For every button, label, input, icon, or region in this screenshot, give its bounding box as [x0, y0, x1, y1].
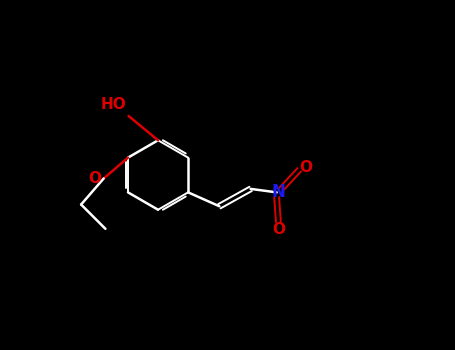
Text: O: O [299, 160, 312, 175]
Text: O: O [272, 222, 285, 237]
Text: O: O [89, 171, 101, 186]
Text: HO: HO [101, 97, 127, 112]
Text: N: N [272, 183, 285, 201]
